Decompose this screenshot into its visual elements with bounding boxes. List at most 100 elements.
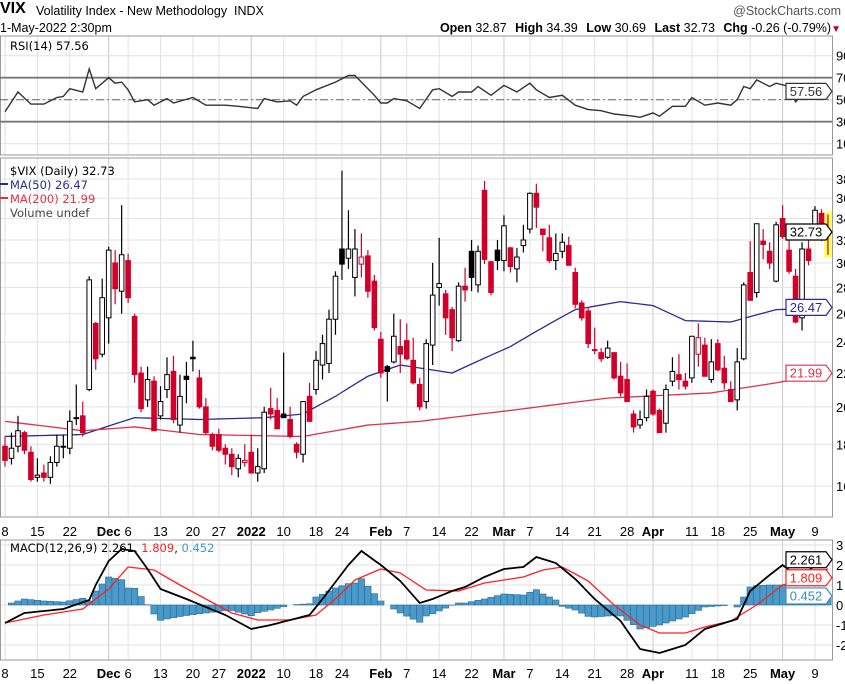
macd-histogram-bar (169, 604, 177, 619)
macd-histogram-bar (228, 604, 236, 611)
candle-body (546, 237, 553, 262)
candle-body (67, 420, 73, 449)
rsi-legend: RSI(14) 57.56 (10, 39, 89, 53)
macd-histogram-bar (20, 598, 28, 606)
candle-body (99, 297, 106, 355)
macd-histogram-bar (409, 604, 417, 620)
candle (617, 361, 624, 397)
x-tick-label: Dec (97, 666, 121, 681)
hist-tag: 0.452 (785, 587, 833, 605)
candle (352, 229, 358, 297)
candle (105, 246, 112, 344)
signal-tag-shape (785, 569, 833, 587)
candle (280, 352, 287, 419)
candle-body (118, 254, 125, 292)
macd-histogram-bar (118, 579, 126, 606)
candle-body (196, 377, 203, 408)
macd-tick-label: 2 (836, 558, 843, 573)
candle-body (287, 419, 293, 437)
candle-body (352, 248, 358, 278)
candle (766, 242, 773, 269)
candle (721, 355, 728, 390)
candle-body (799, 248, 805, 319)
macd-histogram-bar (545, 596, 553, 606)
candle (21, 430, 28, 455)
candle-body (125, 260, 131, 299)
candle (8, 432, 15, 465)
candle-body (300, 401, 306, 455)
rsi-tick-label: 90 (836, 49, 845, 64)
x-tick-label: 18 (309, 666, 323, 681)
candle-body (131, 315, 138, 376)
candle (507, 246, 514, 273)
x-tick-label: 14 (432, 666, 446, 681)
macd-histogram-bar (364, 585, 372, 606)
rsi-tag: 57.56 (785, 82, 833, 100)
volume-legend: Volume undef (10, 206, 90, 220)
candle (235, 454, 242, 478)
macd-histogram-bar (649, 604, 657, 627)
ma200-legend: MA(200) 21.99 (10, 192, 95, 206)
candle-body (41, 472, 47, 478)
candle-body (177, 395, 183, 426)
x-tick-label: 20 (186, 666, 200, 681)
price-tick-label: 32 (836, 233, 845, 248)
macd-line (4, 548, 829, 654)
x-tick-label: 7 (403, 666, 410, 681)
candle (131, 313, 138, 383)
candle-body (449, 309, 455, 339)
candle-body (773, 224, 779, 282)
last-label: Last (654, 21, 681, 35)
rsi-tag-shape (785, 82, 833, 100)
candle-body (630, 413, 637, 428)
candle-body (585, 310, 592, 345)
candle (125, 253, 131, 303)
candle (339, 170, 345, 280)
candle (144, 366, 151, 407)
macd-histogram-bar (247, 604, 255, 617)
symbol: VIX (0, 0, 26, 17)
candle (611, 352, 617, 380)
candle-body (708, 361, 715, 381)
candle (578, 300, 585, 321)
macd-histogram-bar (442, 604, 450, 609)
candle-body (436, 283, 442, 288)
candle-body (34, 474, 41, 478)
macd-histogram-bar (474, 600, 482, 606)
value-tags: 32.73 26.47 21.99 57.56 2.261 1.809 0.452 (785, 82, 833, 605)
candle (164, 357, 170, 399)
macd-legend-value: 2.261 (101, 541, 134, 555)
candle-body (572, 272, 579, 305)
axes: 8815152222DecDec661313202027272022202210… (1, 49, 845, 681)
candle (300, 401, 306, 463)
macd-histogram-bar (189, 604, 197, 615)
candle-body (235, 457, 242, 470)
instrument-name: Volatility Index - New Methodology (36, 4, 228, 18)
macd-histogram-bar (267, 604, 275, 611)
candle-body (47, 461, 54, 478)
candle (79, 401, 86, 437)
x-tick-label: Mar (492, 524, 515, 539)
low-value: 30.69 (614, 21, 646, 35)
candle (203, 398, 209, 435)
x-tick-label: 11 (685, 524, 699, 539)
x-tick-label: 14 (432, 524, 446, 539)
x-tick-label: 21 (587, 524, 601, 539)
candle (403, 323, 410, 361)
candle (630, 410, 637, 433)
macd-histogram-bar (668, 604, 676, 622)
candle-body (203, 406, 209, 434)
candle-body (209, 434, 216, 447)
candle (520, 224, 527, 253)
candle (546, 224, 553, 263)
candle (624, 363, 630, 403)
rsi-panel (0, 66, 832, 123)
x-tick-label: 20 (186, 524, 200, 539)
candle (442, 289, 449, 335)
candle-body (384, 366, 391, 372)
macd-histogram-bar (7, 602, 15, 606)
hist-tag-text: 0.452 (790, 588, 823, 603)
last-price-tag: 32.73 (785, 223, 833, 241)
candle-body (760, 240, 766, 245)
candle (138, 366, 144, 413)
